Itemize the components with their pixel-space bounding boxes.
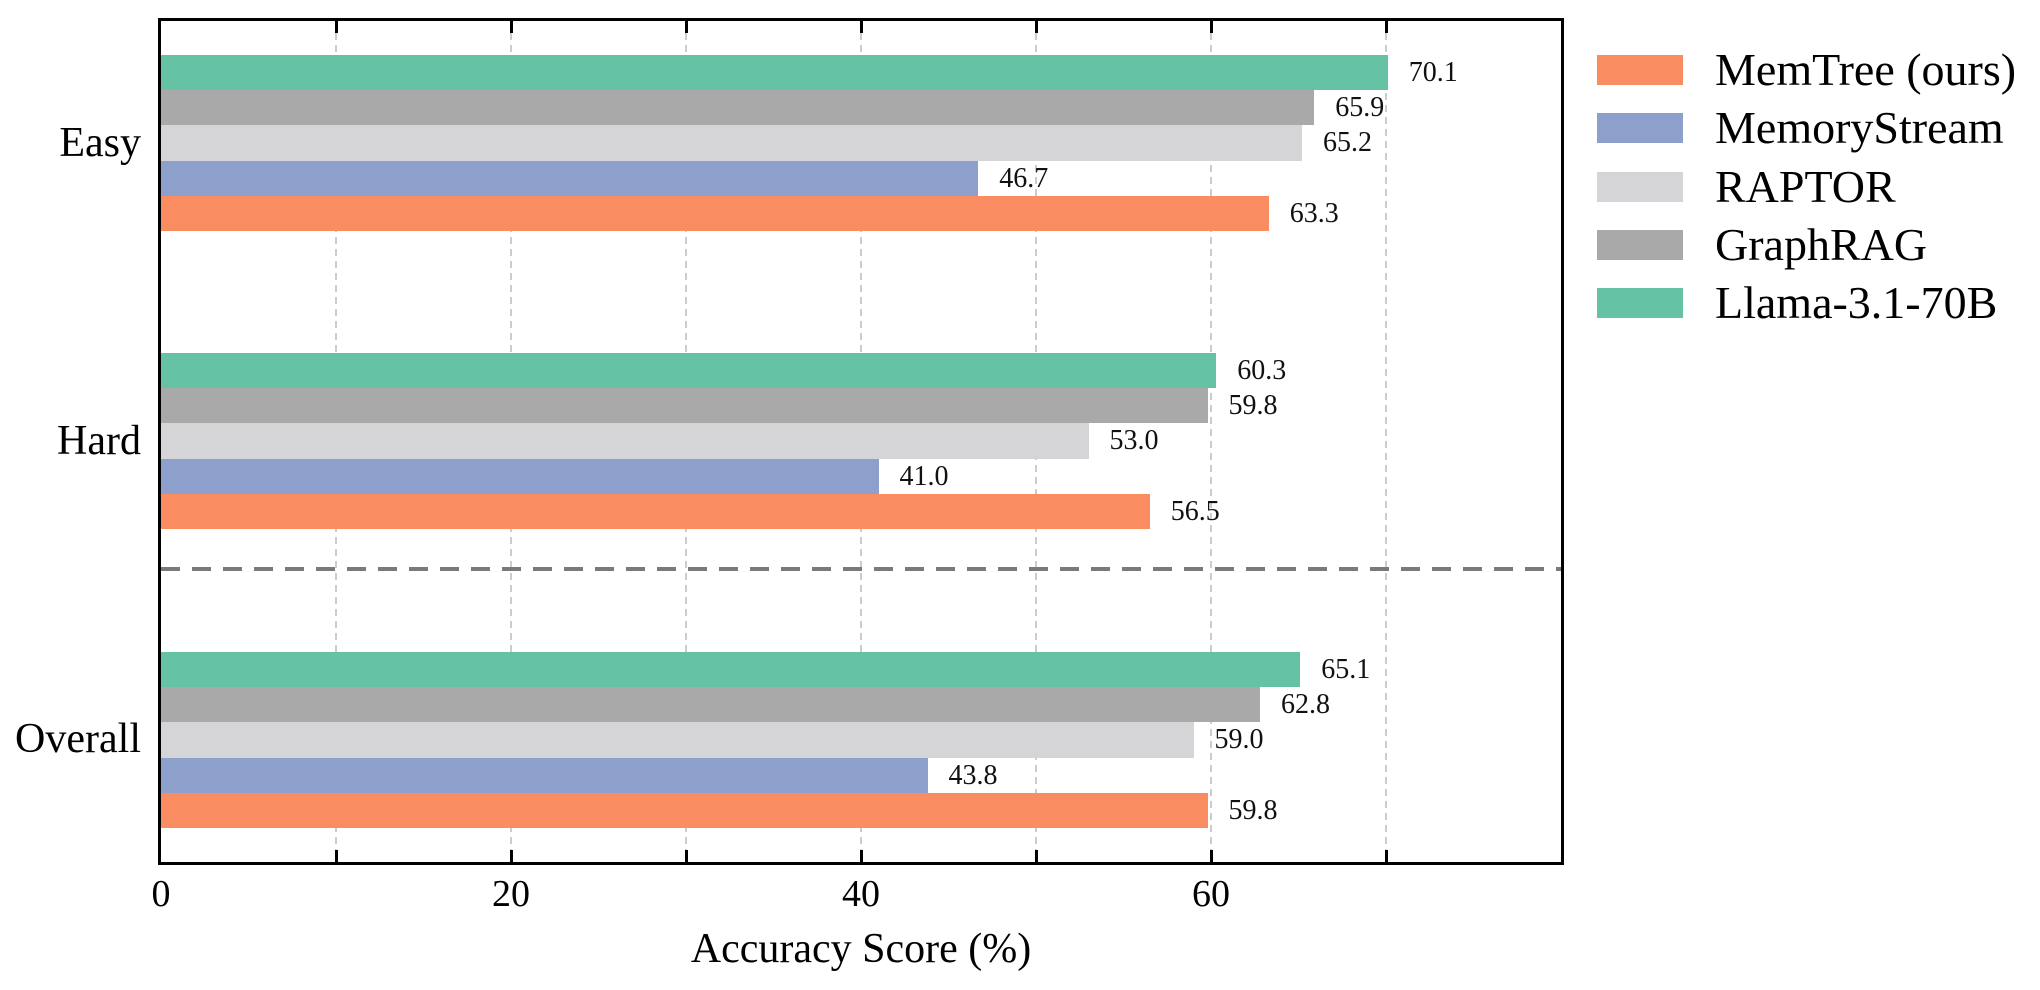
bar-value-label: 63.3 xyxy=(1289,197,1339,229)
legend-swatch-llama xyxy=(1597,288,1683,319)
bar-value-label: 43.8 xyxy=(948,759,998,791)
x-tick-bottom-70 xyxy=(1384,850,1388,862)
bar-value-label: 65.1 xyxy=(1321,654,1371,685)
bar-value-label: 65.9 xyxy=(1335,92,1385,124)
bar-value-label: 41.0 xyxy=(899,460,949,492)
bar-value-label: 59.8 xyxy=(1228,390,1278,422)
x-tick-bottom-50 xyxy=(1034,850,1038,862)
bar-value-label: 46.7 xyxy=(999,162,1049,194)
x-tick-label-60: 60 xyxy=(1192,873,1230,915)
group-separator-line xyxy=(161,567,1561,571)
legend-label-graphrag: GraphRAG xyxy=(1715,218,1928,270)
bar-raptor-hard xyxy=(161,423,1089,459)
x-tick-bottom-30 xyxy=(684,850,688,862)
bar-memorystream-easy xyxy=(161,160,979,196)
bar-llama-3-1-70b-easy xyxy=(161,55,1388,91)
x-tick-bottom-20 xyxy=(509,850,513,862)
bar-value-label: 62.8 xyxy=(1281,689,1330,721)
bar-value-label: 53.0 xyxy=(1109,425,1159,457)
bar-memorystream-hard xyxy=(161,458,879,494)
bar-graphrag-overall xyxy=(161,687,1260,723)
bar-graphrag-hard xyxy=(161,388,1208,424)
category-label-overall: Overall xyxy=(15,716,141,762)
x-tick-top-40 xyxy=(859,21,863,33)
category-label-easy: Easy xyxy=(59,120,141,166)
x-tick-top-20 xyxy=(509,21,513,33)
legend-item-memorystream: MemoryStream xyxy=(1597,102,2016,154)
x-tick-top-10 xyxy=(334,21,338,33)
bar-value-label: 59.8 xyxy=(1228,794,1278,826)
x-gridline-70 xyxy=(1385,21,1387,862)
legend-swatch-raptor xyxy=(1597,171,1683,202)
legend-item-llama: Llama-3.1-70B xyxy=(1597,277,2016,329)
x-axis-title: Accuracy Score (%) xyxy=(690,926,1032,972)
legend-swatch-graphrag xyxy=(1597,229,1683,260)
x-tick-label-40: 40 xyxy=(842,873,880,915)
bar-value-label: 70.1 xyxy=(1408,57,1458,88)
bar-raptor-easy xyxy=(161,125,1302,161)
bar-value-label: 56.5 xyxy=(1170,495,1220,527)
bar-graphrag-easy xyxy=(161,90,1315,126)
bar-value-label: 65.2 xyxy=(1323,127,1372,159)
legend-item-graphrag: GraphRAG xyxy=(1597,218,2016,270)
bar-memtree-ours-easy xyxy=(161,195,1269,231)
x-tick-label-20: 20 xyxy=(492,873,530,915)
legend-item-memtree: MemTree (ours) xyxy=(1597,44,2017,95)
legend-label-memorystream: MemoryStream xyxy=(1715,102,2004,154)
legend-label-memtree: MemTree (ours) xyxy=(1715,44,2017,95)
x-gridline-60 xyxy=(1210,21,1212,862)
bar-memtree-ours-overall xyxy=(161,792,1208,828)
category-label-hard: Hard xyxy=(57,418,141,464)
x-tick-label-0: 0 xyxy=(151,873,171,915)
x-tick-bottom-10 xyxy=(334,850,338,862)
legend: MemTree (ours) MemoryStream RAPTOR Graph… xyxy=(1597,44,2017,346)
legend-swatch-memtree xyxy=(1597,55,1683,85)
x-tick-top-70 xyxy=(1384,21,1388,33)
x-tick-top-60 xyxy=(1209,21,1213,33)
legend-item-raptor: RAPTOR xyxy=(1597,160,2016,212)
bar-llama-3-1-70b-hard xyxy=(161,353,1217,389)
legend-label-llama: Llama-3.1-70B xyxy=(1715,277,1998,329)
bar-value-label: 60.3 xyxy=(1237,355,1287,386)
bar-memorystream-overall xyxy=(161,757,928,793)
bar-memtree-ours-hard xyxy=(161,493,1150,529)
x-tick-bottom-40 xyxy=(859,850,863,862)
x-tick-top-30 xyxy=(684,21,688,33)
legend-label-raptor: RAPTOR xyxy=(1715,160,1896,212)
bar-llama-3-1-70b-overall xyxy=(161,652,1301,688)
x-tick-bottom-60 xyxy=(1209,850,1213,862)
legend-swatch-memorystream xyxy=(1597,113,1683,144)
plot-area: 63.3 46.7 65.2 65.9 70.1 56.5 41.0 53.0 59.8 60.3… xyxy=(158,18,1564,865)
bar-value-label: 59.0 xyxy=(1214,724,1264,756)
x-tick-top-50 xyxy=(1034,21,1038,33)
bar-raptor-overall xyxy=(161,722,1194,758)
